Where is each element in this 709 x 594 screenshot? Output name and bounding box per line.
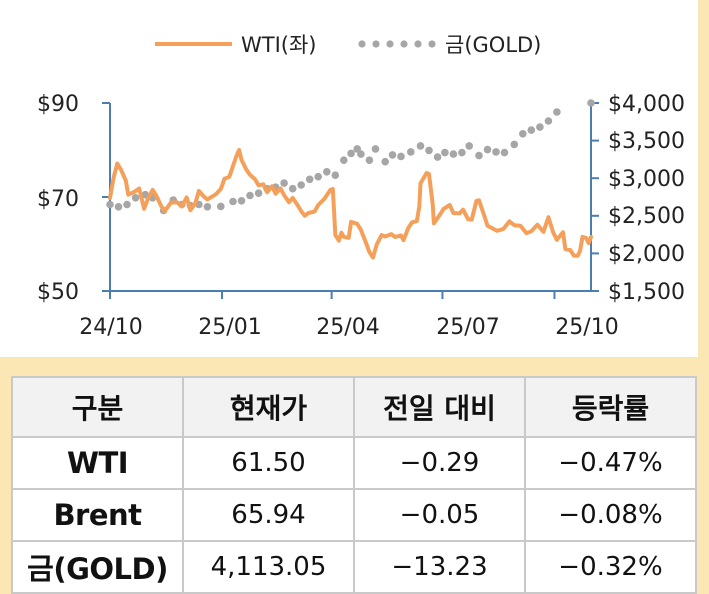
x-tick-label: 24/10 xyxy=(79,315,142,340)
dual-axis-line-chart: WTI(좌) 금(GOLD) $90 $70 $50 $4,000 $3 xyxy=(37,33,685,340)
chart-legend: WTI(좌) 금(GOLD) xyxy=(155,33,541,57)
y-right-tick-label: $1,500 xyxy=(608,280,685,305)
gold-point xyxy=(131,194,140,202)
gold-point xyxy=(288,184,297,193)
gold-point xyxy=(237,197,246,205)
table-cell-change: −13.23 xyxy=(353,540,526,594)
gold-point xyxy=(357,150,365,158)
gold-point xyxy=(297,181,306,189)
gold-point xyxy=(331,171,340,179)
gold-point xyxy=(527,126,536,134)
gold-point xyxy=(229,197,237,206)
x-tick-label: 25/01 xyxy=(198,315,261,340)
column-header: 전일 대비 xyxy=(353,376,526,438)
x-tick-label: 25/07 xyxy=(436,315,499,340)
y-left-tick-label: $70 xyxy=(37,187,79,212)
table-cell-change-rate: −0.32% xyxy=(524,540,697,594)
gold-point xyxy=(441,148,449,157)
gold-point xyxy=(587,99,595,107)
right-axis-tick-labels: $4,000 $3,500 $3,000 $2,500 $2,000 $1,50… xyxy=(608,92,685,305)
table-cell-price: 4,113.05 xyxy=(182,540,355,594)
gold-point xyxy=(123,200,131,209)
gold-point xyxy=(433,153,442,161)
gold-point xyxy=(500,148,509,157)
y-right-tick-label: $3,500 xyxy=(608,129,685,154)
legend-gold-swatch xyxy=(358,40,436,48)
table-row-wti: WTI 61.50 −0.29 −0.47% xyxy=(11,436,697,490)
gold-point xyxy=(323,168,331,176)
table-cell-change: −0.05 xyxy=(353,488,526,542)
table-header-row: 구분 현재가 전일 대비 등락률 xyxy=(11,376,697,438)
gold-series xyxy=(106,99,595,215)
y-right-tick-label: $2,500 xyxy=(608,204,685,229)
table-cell-price: 61.50 xyxy=(182,436,355,490)
gold-point xyxy=(465,142,474,150)
gold-point xyxy=(416,142,425,150)
gold-point xyxy=(458,148,466,157)
y-right-tick-label: $3,000 xyxy=(608,167,685,192)
legend-gold-label: 금(GOLD) xyxy=(445,33,541,57)
y-left-tick-label: $90 xyxy=(37,92,79,117)
table-row-gold: 금(GOLD) 4,113.05 −13.23 −0.32% xyxy=(11,540,697,594)
left-axis-tick-labels: $90 $70 $50 xyxy=(37,92,79,305)
chart-panel: WTI(좌) 금(GOLD) $90 $70 $50 $4,000 $3 xyxy=(0,0,698,357)
x-tick-label: 25/04 xyxy=(316,315,379,340)
table-cell-name: WTI xyxy=(11,436,184,490)
gold-point xyxy=(510,140,519,149)
column-header: 구분 xyxy=(11,376,184,438)
table-cell-change-rate: −0.08% xyxy=(524,488,697,542)
y-right-tick-label: $4,000 xyxy=(608,92,685,117)
table-cell-change-rate: −0.47% xyxy=(524,436,697,490)
gold-point xyxy=(305,175,314,184)
gold-point xyxy=(203,203,212,211)
gold-point xyxy=(553,108,561,116)
x-tick-label: 25/10 xyxy=(555,315,618,340)
axis-ticks xyxy=(102,102,599,299)
table-cell-change: −0.29 xyxy=(353,436,526,490)
wti-line xyxy=(108,148,593,260)
gold-point xyxy=(381,157,390,166)
gold-point xyxy=(114,203,123,211)
gold-point xyxy=(397,152,405,161)
gold-point xyxy=(371,145,380,153)
table-row-brent: Brent 65.94 −0.05 −0.08% xyxy=(11,488,697,542)
gold-point xyxy=(106,200,114,209)
gold-point xyxy=(246,191,254,200)
gold-point xyxy=(475,151,483,160)
gold-point xyxy=(544,117,553,125)
price-summary-table: 구분 현재가 전일 대비 등락률 WTI 61.50 −0.29 −0.47% … xyxy=(11,376,697,594)
gold-point xyxy=(536,123,544,131)
gold-point xyxy=(254,189,263,197)
gold-point xyxy=(388,151,397,159)
gold-point xyxy=(492,148,500,156)
gold-point xyxy=(449,150,458,158)
gold-point xyxy=(280,179,288,187)
y-left-tick-label: $50 xyxy=(37,280,79,305)
gold-point xyxy=(217,202,225,211)
gold-point xyxy=(519,130,527,138)
legend-wti-label: WTI(좌) xyxy=(241,33,317,57)
gold-point xyxy=(347,149,355,158)
column-header: 등락률 xyxy=(524,376,697,438)
gold-point xyxy=(425,146,433,155)
gold-point xyxy=(407,148,415,156)
x-axis-tick-labels: 24/10 25/01 25/04 25/07 25/10 xyxy=(79,315,618,340)
gold-point xyxy=(340,156,348,164)
table-cell-name: 금(GOLD) xyxy=(11,540,184,594)
gold-point xyxy=(314,172,323,181)
chart-axes xyxy=(109,103,592,292)
y-right-tick-label: $2,000 xyxy=(608,242,685,267)
table-cell-name: Brent xyxy=(11,488,184,542)
wti-series xyxy=(108,148,593,260)
gold-point xyxy=(483,145,492,154)
column-header: 현재가 xyxy=(182,376,355,438)
table-cell-price: 65.94 xyxy=(182,488,355,542)
gold-point xyxy=(365,156,374,164)
